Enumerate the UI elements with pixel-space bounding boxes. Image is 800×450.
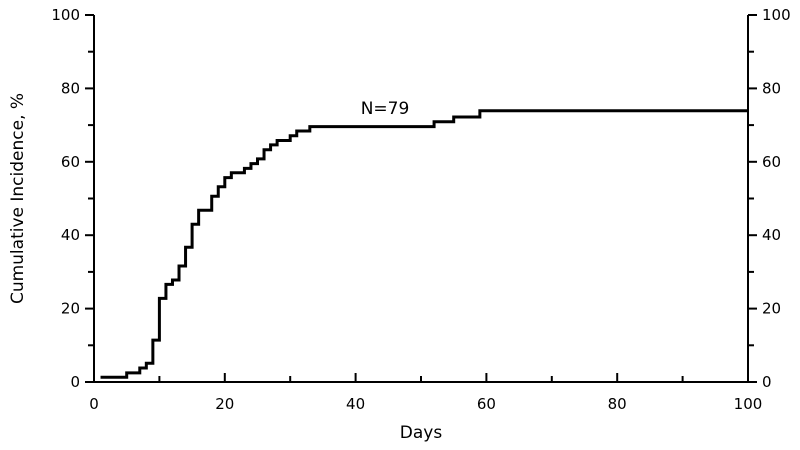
x-axis-title: Days <box>400 423 443 443</box>
y-tick-label-left: 20 <box>61 300 80 318</box>
y-tick-label-right: 40 <box>762 226 781 244</box>
x-tick-label: 100 <box>734 395 763 413</box>
y-tick-label-left: 100 <box>51 6 80 24</box>
x-tick-label: 20 <box>215 395 234 413</box>
x-tick-label: 0 <box>89 395 99 413</box>
x-tick-label: 60 <box>477 395 496 413</box>
cumulative-incidence-line <box>100 109 748 379</box>
y-tick-label-left: 80 <box>61 79 80 97</box>
y-tick-label-right: 60 <box>762 153 781 171</box>
y-tick-label-right: 0 <box>762 373 772 391</box>
y-tick-label-left: 0 <box>70 373 80 391</box>
y-tick-label-right: 20 <box>762 300 781 318</box>
y-tick-label-left: 40 <box>61 226 80 244</box>
x-tick-label: 80 <box>608 395 627 413</box>
axes-frame <box>93 15 749 383</box>
y-tick-label-right: 80 <box>762 79 781 97</box>
tick-marks <box>85 14 757 383</box>
x-tick-label: 40 <box>346 395 365 413</box>
n-annotation: N=79 <box>361 99 410 119</box>
y-axis-title: Cumulative Incidence, % <box>8 93 28 304</box>
y-tick-label-right: 100 <box>762 6 791 24</box>
y-tick-label-left: 60 <box>61 153 80 171</box>
